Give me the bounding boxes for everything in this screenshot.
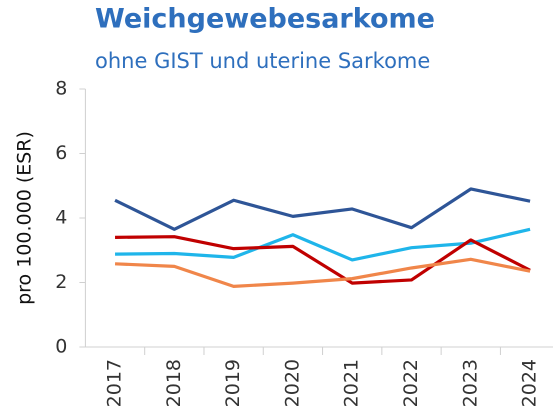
chart-subtitle: ohne GIST und uterine Sarkome [95, 49, 430, 73]
x-tick-label: 2021 [341, 359, 363, 407]
x-tick-label: 2020 [281, 359, 303, 407]
series-line [115, 235, 531, 285]
x-tick-label: 2024 [519, 359, 541, 407]
y-tick-label: 0 [55, 336, 67, 358]
y-tick-label: 2 [55, 271, 67, 293]
y-axis-label: pro 100.000 (ESR) [14, 131, 36, 305]
series-line [114, 187, 531, 231]
chart-title: Weichgewebesarkome [95, 4, 435, 35]
y-tick-label: 6 [55, 142, 67, 164]
x-tick-label: 2023 [459, 359, 481, 407]
y-tick-label: 4 [55, 207, 67, 229]
series-line [114, 257, 531, 288]
x-tick-label: 2017 [104, 359, 126, 407]
y-tick-label: 8 [55, 78, 67, 100]
x-tick-label: 2022 [400, 359, 422, 407]
x-tick-label: 2018 [163, 359, 185, 407]
series-line [115, 227, 531, 262]
x-tick-label: 2019 [222, 359, 244, 407]
